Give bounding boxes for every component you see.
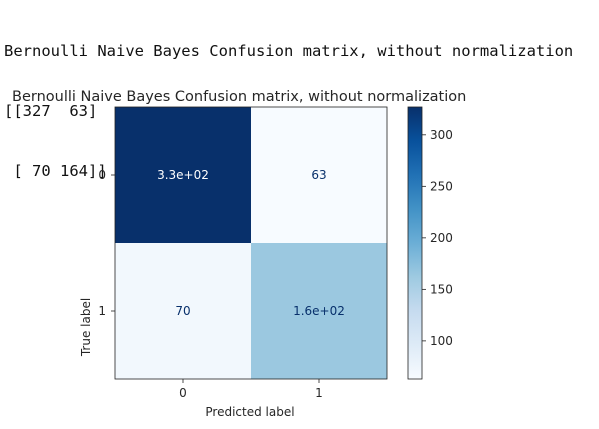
colorbar-tick-label-4: 300 (430, 128, 453, 142)
y-axis-label: True label (79, 298, 93, 357)
colorbar (407, 106, 423, 380)
y-tick-label-1: 1 (98, 304, 106, 318)
chart-title: Bernoulli Naive Bayes Confusion matrix, … (12, 89, 466, 105)
cell-label-1-1: 1.6e+02 (293, 304, 345, 318)
cell-label-0-0: 3.3e+02 (157, 168, 209, 182)
colorbar-tick-label-0: 100 (430, 334, 453, 348)
x-axis-label: Predicted label (205, 405, 294, 419)
console-line-title: Bernoulli Naive Bayes Confusion matrix, … (4, 42, 574, 60)
x-tick-label-1: 1 (315, 386, 323, 400)
cell-label-0-1: 63 (311, 168, 326, 182)
axis-ticks: 0 1 0 1 (98, 168, 322, 400)
console-line-matrix-row-1: [[327 63] (4, 102, 98, 120)
confusion-matrix-figure: Bernoulli Naive Bayes Confusion matrix, … (12, 89, 466, 419)
matrix-cell-0-0 (115, 107, 251, 243)
console-line-matrix-row-2: [ 70 164]] (4, 162, 107, 180)
colorbar-tick-label-2: 200 (430, 231, 453, 245)
output-console: Bernoulli Naive Bayes Confusion matrix, … (4, 1, 573, 201)
matrix-cell-1-1 (251, 243, 387, 379)
cell-label-1-0: 70 (175, 304, 190, 318)
colorbar-tick-label-3: 250 (430, 179, 453, 193)
matrix-cell-0-1 (251, 107, 387, 243)
matrix-cells (114, 106, 388, 380)
matrix-cell-1-0 (115, 243, 251, 379)
matrix-frame (114, 106, 388, 380)
colorbar-ticks: 100 150 200 250 300 (422, 128, 453, 348)
x-tick-label-0: 0 (179, 386, 187, 400)
colorbar-tick-label-1: 150 (430, 282, 453, 296)
y-tick-label-0: 0 (98, 168, 106, 182)
matrix-cell-labels: 3.3e+02 63 70 1.6e+02 (157, 168, 345, 318)
